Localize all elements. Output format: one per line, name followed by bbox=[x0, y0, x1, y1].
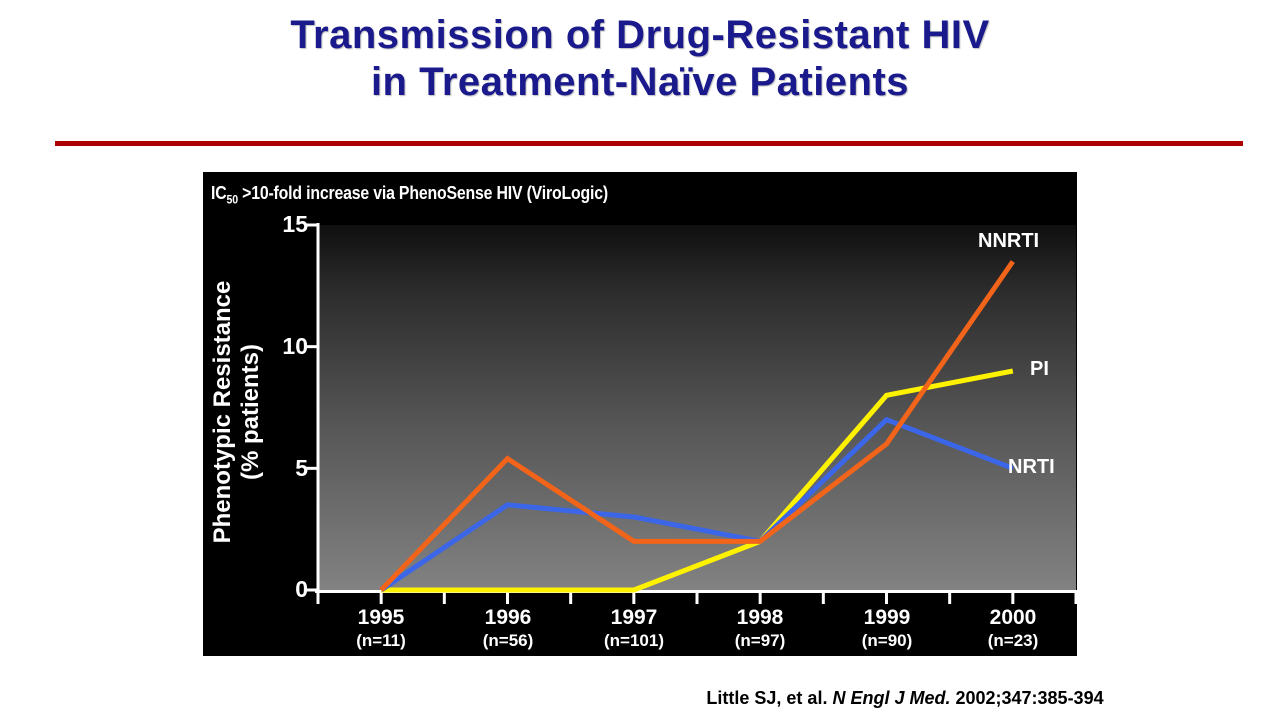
x-tick-label-1996: 1996 (n=56) bbox=[453, 606, 563, 651]
y-axis-title: Phenotypic Resistance (% patients) bbox=[209, 212, 273, 612]
x-tick-year: 1995 bbox=[357, 606, 405, 629]
x-tick-label-1999: 1999 (n=90) bbox=[832, 606, 942, 651]
x-tick-n: (n=11) bbox=[356, 631, 406, 651]
x-tick-year: 2000 bbox=[989, 606, 1037, 629]
red-divider-rule bbox=[55, 141, 1243, 146]
chart-subtitle-rest: >10-fold increase via PhenoSense HIV (Vi… bbox=[237, 183, 608, 203]
citation-reference: 2002;347:385-394 bbox=[950, 688, 1104, 708]
x-tick-n: (n=101) bbox=[604, 631, 664, 651]
y-tick-label-15: 15 bbox=[282, 211, 308, 237]
series-label-nnrti: NNRTI bbox=[978, 230, 1040, 252]
series-line-nnrti bbox=[379, 260, 1015, 592]
citation-journal: N Engl J Med. bbox=[832, 688, 951, 708]
chart-panel: IC50 >10-fold increase via PhenoSense HI… bbox=[203, 172, 1077, 656]
x-tick-year: 1998 bbox=[736, 606, 784, 629]
x-tick-label-1998: 1998 (n=97) bbox=[705, 606, 815, 651]
slide-title-line2: in Treatment-Naïve Patients bbox=[370, 60, 910, 105]
y-axis-ticks bbox=[306, 223, 318, 592]
y-axis-title-line1: Phenotypic Resistance bbox=[209, 280, 236, 544]
x-tick-year: 1997 bbox=[610, 606, 658, 629]
chart-subtitle: IC50 >10-fold increase via PhenoSense HI… bbox=[211, 183, 608, 207]
y-tick-label-10: 10 bbox=[282, 333, 308, 359]
x-tick-year: 1999 bbox=[863, 606, 911, 629]
x-tick-n: (n=56) bbox=[482, 631, 534, 651]
x-axis-ticks bbox=[316, 593, 1077, 604]
y-tick-label-5: 5 bbox=[295, 455, 308, 481]
x-tick-year: 1996 bbox=[484, 606, 532, 629]
slide-title: Transmission of Drug-Resistant HIV in Tr… bbox=[0, 12, 1280, 106]
line-chart bbox=[306, 223, 1077, 604]
x-tick-n: (n=23) bbox=[987, 631, 1039, 651]
series-line-nrti bbox=[379, 416, 1014, 593]
x-tick-label-2000: 2000 (n=23) bbox=[958, 606, 1068, 651]
chart-subtitle-prefix: IC bbox=[211, 183, 227, 203]
series-label-nrti: NRTI bbox=[1008, 456, 1055, 478]
citation: Little SJ, et al. N Engl J Med. 2002;347… bbox=[560, 688, 1250, 709]
y-tick-label-0: 0 bbox=[295, 576, 308, 602]
series-label-pi: PI bbox=[1030, 358, 1049, 380]
series-line-pi bbox=[381, 368, 1014, 593]
x-tick-label-1997: 1997 (n=101) bbox=[579, 606, 689, 651]
slide-title-line1: Transmission of Drug-Resistant HIV bbox=[290, 13, 990, 57]
citation-authors: Little SJ, et al. bbox=[706, 688, 833, 708]
x-tick-label-1995: 1995 (n=11) bbox=[326, 606, 436, 651]
x-tick-n: (n=97) bbox=[734, 631, 786, 651]
chart-subtitle-subscript: 50 bbox=[226, 192, 238, 207]
x-tick-n: (n=90) bbox=[861, 631, 913, 651]
